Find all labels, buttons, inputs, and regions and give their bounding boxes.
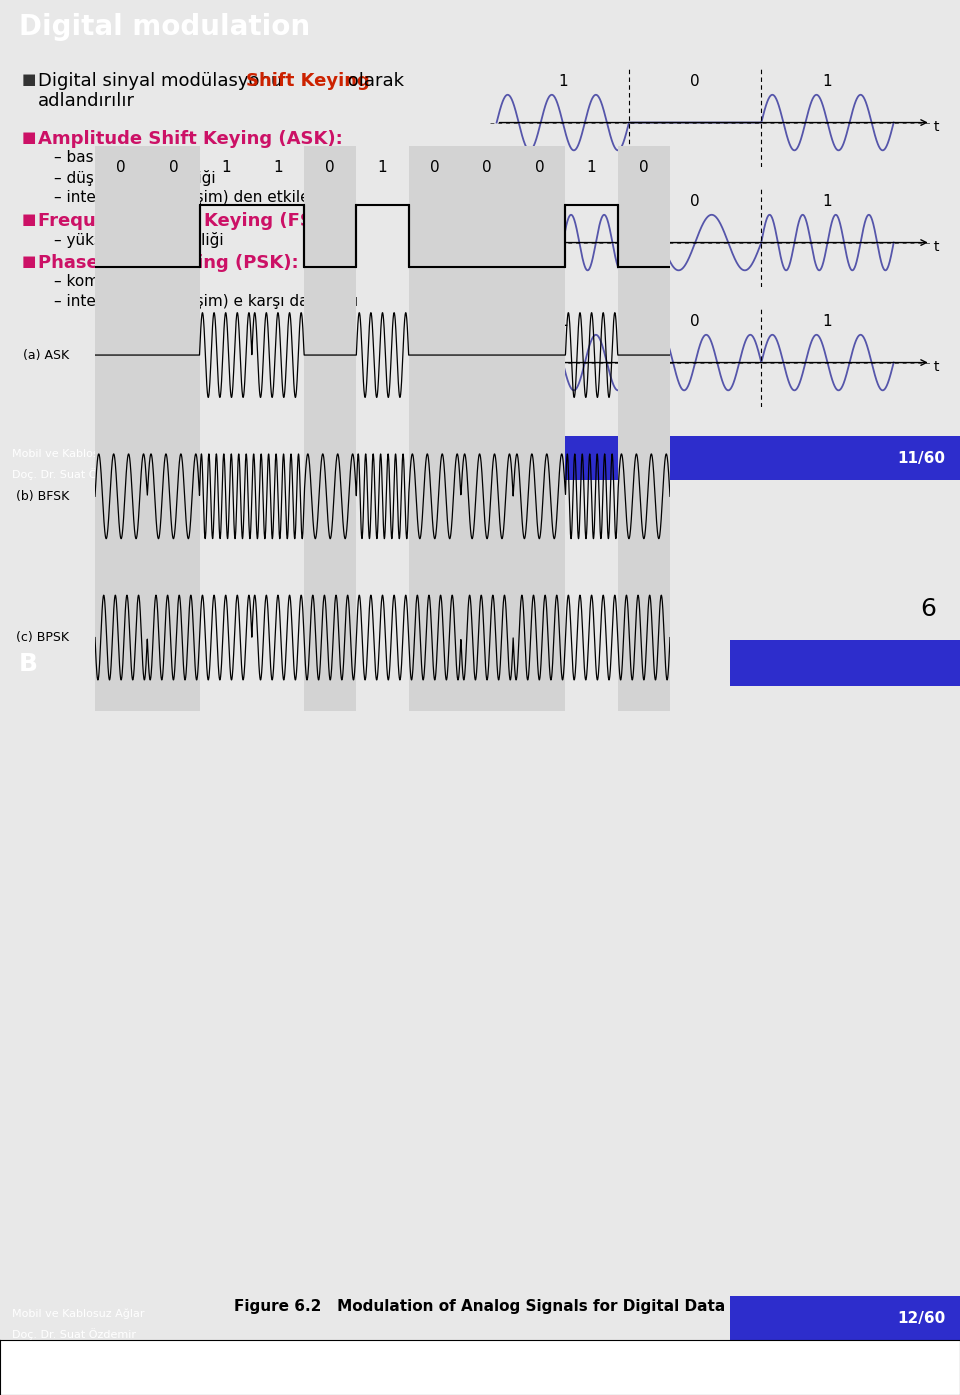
Text: Phase Shift Keying (PSK):: Phase Shift Keying (PSK):: [38, 254, 299, 272]
Bar: [422, 437, 960, 480]
Text: t: t: [933, 120, 939, 134]
Text: Doç. Dr. Suat Özdemir: Doç. Dr. Suat Özdemir: [12, 1328, 135, 1339]
Text: – interference (girişim) e karşı dayanıklı: – interference (girişim) e karşı dayanık…: [54, 294, 358, 310]
Text: olarak: olarak: [342, 73, 404, 91]
Text: B: B: [19, 651, 38, 677]
Bar: [95, 146, 147, 711]
Bar: [147, 146, 200, 711]
Text: 0: 0: [535, 160, 544, 176]
Text: – kompleks: – kompleks: [54, 273, 139, 289]
Text: 1: 1: [558, 194, 567, 209]
Text: 1: 1: [823, 314, 832, 329]
Text: Figure 6.2   Modulation of Analog Signals for Digital Data: Figure 6.2 Modulation of Analog Signals …: [234, 1299, 726, 1314]
Bar: [730, 1296, 960, 1341]
Text: 0: 0: [690, 314, 700, 329]
Bar: [730, 640, 960, 686]
Text: 1: 1: [377, 160, 387, 176]
Text: 12/60: 12/60: [898, 1310, 946, 1325]
Text: 1: 1: [558, 74, 567, 89]
Bar: [617, 146, 670, 711]
Text: Mobil ve Kablosuz Ağlar: Mobil ve Kablosuz Ağlar: [12, 448, 144, 459]
Text: 0: 0: [690, 194, 700, 209]
Text: 0: 0: [169, 160, 179, 176]
Text: adlandırılır: adlandırılır: [38, 92, 135, 110]
Text: Amplitude Shift Keying (ASK):: Amplitude Shift Keying (ASK):: [38, 130, 343, 148]
Bar: [409, 146, 461, 711]
Text: 0: 0: [639, 160, 649, 176]
Text: Shift Keying: Shift Keying: [246, 73, 370, 91]
Text: – yüksek bantgenişliği: – yüksek bantgenişliği: [54, 232, 224, 248]
Text: 1: 1: [558, 314, 567, 329]
Text: 0: 0: [430, 160, 440, 176]
Text: 1: 1: [587, 160, 596, 176]
Text: ■: ■: [22, 212, 36, 227]
Text: Doç. Dr. Suat Özdemir: Doç. Dr. Suat Özdemir: [12, 467, 135, 480]
Text: Digital modulation: Digital modulation: [19, 13, 310, 40]
Text: – düşük bantgenişliği: – düşük bantgenişliği: [54, 170, 216, 186]
Text: 1: 1: [823, 74, 832, 89]
Text: 0: 0: [116, 160, 126, 176]
Text: 0: 0: [690, 74, 700, 89]
Text: 1: 1: [274, 160, 283, 176]
Text: – interference (girişim) den etkilenir: – interference (girişim) den etkilenir: [54, 190, 330, 205]
Text: t: t: [933, 360, 939, 374]
Text: ■: ■: [22, 254, 36, 269]
Text: (c) BPSK: (c) BPSK: [16, 631, 69, 644]
Bar: [514, 146, 565, 711]
Text: Frequency Shift Keying (FSK):: Frequency Shift Keying (FSK):: [38, 212, 342, 230]
Text: 6: 6: [920, 597, 936, 621]
Text: 1: 1: [221, 160, 230, 176]
Text: ■: ■: [22, 130, 36, 145]
Text: t: t: [933, 240, 939, 254]
Text: Digital sinyal modülasyonu: Digital sinyal modülasyonu: [38, 73, 288, 91]
Text: 0: 0: [325, 160, 335, 176]
Text: 1: 1: [823, 194, 832, 209]
Bar: [461, 146, 514, 711]
Text: Mobil ve Kablosuz Ağlar: Mobil ve Kablosuz Ağlar: [12, 1309, 144, 1318]
Text: (a) ASK: (a) ASK: [23, 349, 69, 361]
Bar: [304, 146, 356, 711]
Text: 0: 0: [482, 160, 492, 176]
Text: – basit: – basit: [54, 151, 104, 165]
Text: 11/60: 11/60: [898, 451, 946, 466]
Text: (b) BFSK: (b) BFSK: [15, 490, 69, 502]
Text: ■: ■: [22, 73, 36, 86]
